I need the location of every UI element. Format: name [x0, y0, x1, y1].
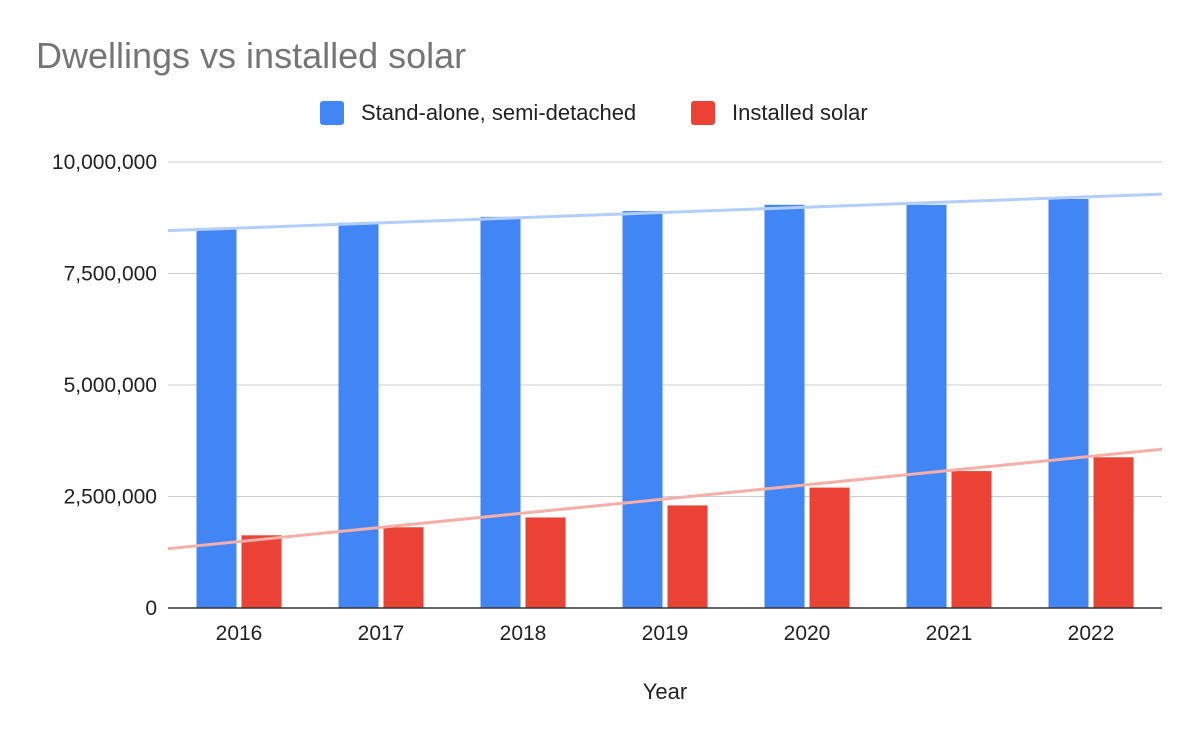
legend-swatch-solar: [691, 101, 715, 125]
bar-installed-solar[interactable]: [383, 527, 424, 608]
bar-installed-solar[interactable]: [951, 471, 992, 608]
bar-installed-solar[interactable]: [525, 517, 566, 608]
bar-dwellings[interactable]: [196, 228, 237, 608]
y-tick-label: 10,000,000: [52, 151, 157, 174]
x-tick-label: 2016: [216, 622, 263, 645]
gridlines: [168, 161, 1162, 497]
bars: [196, 199, 1134, 609]
y-tick-label: 5,000,000: [64, 374, 157, 397]
bar-installed-solar[interactable]: [667, 505, 708, 608]
x-tick-label: 2017: [358, 622, 405, 645]
y-tick-label: 7,500,000: [64, 263, 157, 286]
bar-installed-solar[interactable]: [241, 535, 282, 608]
legend-swatch-dwellings: [320, 101, 344, 125]
x-tick-label: 2018: [500, 622, 547, 645]
x-axis-title: Year: [643, 679, 687, 704]
x-tick-label: 2021: [926, 622, 973, 645]
chart-title: Dwellings vs installed solar: [36, 35, 466, 76]
y-axis-ticks: 0 2,500,000 5,000,000 7,500,000 10,000,000: [52, 151, 157, 620]
bar-dwellings[interactable]: [1048, 199, 1089, 608]
y-tick-label: 0: [145, 597, 157, 620]
bar-dwellings[interactable]: [622, 211, 663, 608]
x-tick-label: 2022: [1068, 622, 1115, 645]
trendlines: [167, 192, 1163, 551]
bar-dwellings[interactable]: [480, 216, 521, 608]
x-axis-ticks: 2016 2017 2018 2019 2020 2021 2022: [216, 622, 1115, 645]
legend-label-solar: Installed solar: [732, 100, 868, 125]
x-tick-label: 2020: [784, 622, 831, 645]
bar-installed-solar[interactable]: [809, 487, 850, 608]
trendline-installed-solar: [167, 447, 1163, 551]
x-tick-label: 2019: [642, 622, 689, 645]
legend[interactable]: Stand-alone, semi-detached Installed sol…: [320, 100, 868, 125]
bar-installed-solar[interactable]: [1093, 457, 1134, 608]
bar-dwellings[interactable]: [764, 204, 805, 609]
bar-dwellings[interactable]: [906, 204, 947, 609]
y-tick-label: 2,500,000: [64, 486, 157, 509]
legend-label-dwellings: Stand-alone, semi-detached: [361, 100, 636, 125]
bar-dwellings[interactable]: [338, 222, 379, 608]
trendline-dwellings: [167, 192, 1163, 233]
